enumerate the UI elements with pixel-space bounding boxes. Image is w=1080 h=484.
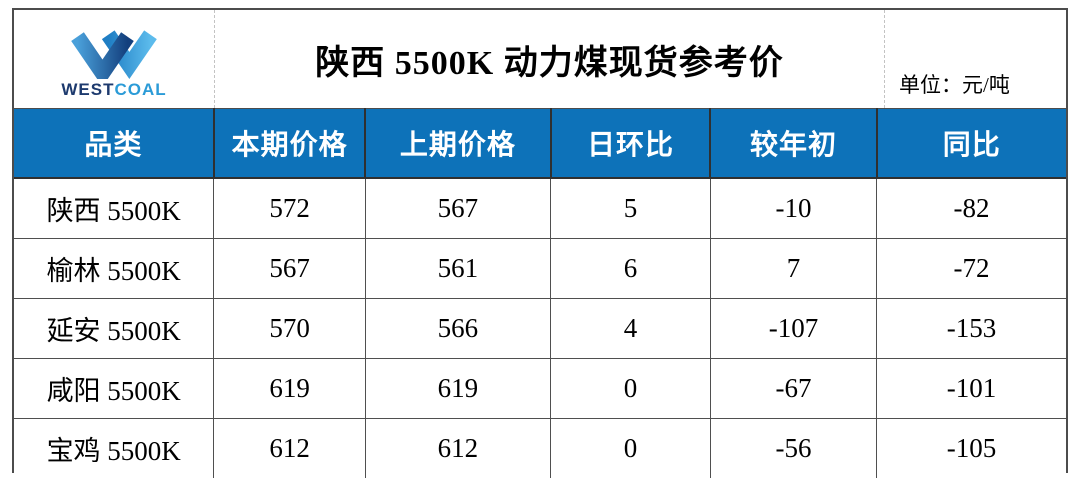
cell-ytd: -56 bbox=[709, 418, 878, 478]
cell-dod: 4 bbox=[550, 298, 711, 359]
cell-category: 榆林 5500K bbox=[14, 238, 215, 299]
cell-category: 宝鸡 5500K bbox=[14, 418, 215, 478]
cell-dod: 0 bbox=[550, 358, 711, 419]
col-header-dod: 日环比 bbox=[549, 108, 712, 179]
cell-ytd: 7 bbox=[709, 238, 878, 299]
col-header-ytd: 较年初 bbox=[709, 108, 878, 179]
logo-wordmark: WESTCOAL bbox=[61, 81, 166, 98]
cell-ytd: -10 bbox=[709, 177, 878, 239]
table-row: 榆林 5500K 567 561 6 7 -72 bbox=[14, 238, 1066, 299]
table-row: 陕西 5500K 572 567 5 -10 -82 bbox=[14, 177, 1066, 239]
cell-previous: 619 bbox=[364, 358, 552, 419]
table-row: 宝鸡 5500K 612 612 0 -56 -105 bbox=[14, 418, 1066, 478]
header-band: WESTCOAL 陕西 5500K 动力煤现货参考价 单位：元/吨 bbox=[14, 10, 1066, 108]
logo-cell: WESTCOAL bbox=[14, 10, 215, 108]
cell-category: 陕西 5500K bbox=[14, 177, 215, 239]
cell-ytd: -67 bbox=[709, 358, 878, 419]
cell-yoy: -72 bbox=[876, 238, 1066, 299]
cell-yoy: -82 bbox=[876, 177, 1066, 239]
col-header-category: 品类 bbox=[14, 108, 215, 179]
cell-category: 延安 5500K bbox=[14, 298, 215, 359]
cell-current: 612 bbox=[213, 418, 366, 478]
cell-current: 567 bbox=[213, 238, 366, 299]
cell-yoy: -153 bbox=[876, 298, 1066, 359]
cell-previous: 561 bbox=[364, 238, 552, 299]
cell-previous: 612 bbox=[364, 418, 552, 478]
cell-yoy: -101 bbox=[876, 358, 1066, 419]
cell-ytd: -107 bbox=[709, 298, 878, 359]
cell-category: 咸阳 5500K bbox=[14, 358, 215, 419]
cell-dod: 0 bbox=[550, 418, 711, 478]
col-header-current: 本期价格 bbox=[212, 108, 367, 179]
logo-word-west: WEST bbox=[61, 79, 115, 99]
cell-yoy: -105 bbox=[876, 418, 1066, 478]
page-title: 陕西 5500K 动力煤现货参考价 bbox=[315, 44, 784, 82]
logo-word-coal: COAL bbox=[114, 79, 167, 99]
price-table-card: WESTCOAL 陕西 5500K 动力煤现货参考价 单位：元/吨 bbox=[12, 8, 1068, 478]
unit-cell: 单位：元/吨 bbox=[884, 10, 1066, 108]
westcoal-logo-icon bbox=[71, 29, 157, 79]
cell-current: 572 bbox=[213, 177, 366, 239]
col-header-previous: 上期价格 bbox=[364, 108, 552, 179]
cell-dod: 5 bbox=[550, 177, 711, 239]
price-table: 品类 本期价格 上期价格 日环比 较年初 同比 陕西 5500K 572 567… bbox=[14, 108, 1066, 478]
col-header-yoy: 同比 bbox=[875, 108, 1066, 179]
cell-previous: 567 bbox=[364, 177, 552, 239]
cell-current: 619 bbox=[213, 358, 366, 419]
cell-previous: 566 bbox=[364, 298, 552, 359]
title-cell: 陕西 5500K 动力煤现货参考价 bbox=[215, 10, 884, 108]
table-row: 咸阳 5500K 619 619 0 -67 -101 bbox=[14, 358, 1066, 419]
unit-label: 单位：元/吨 bbox=[899, 73, 1010, 97]
cell-dod: 6 bbox=[550, 238, 711, 299]
table-header-row: 品类 本期价格 上期价格 日环比 较年初 同比 bbox=[14, 108, 1066, 179]
cell-current: 570 bbox=[213, 298, 366, 359]
table-row: 延安 5500K 570 566 4 -107 -153 bbox=[14, 298, 1066, 359]
